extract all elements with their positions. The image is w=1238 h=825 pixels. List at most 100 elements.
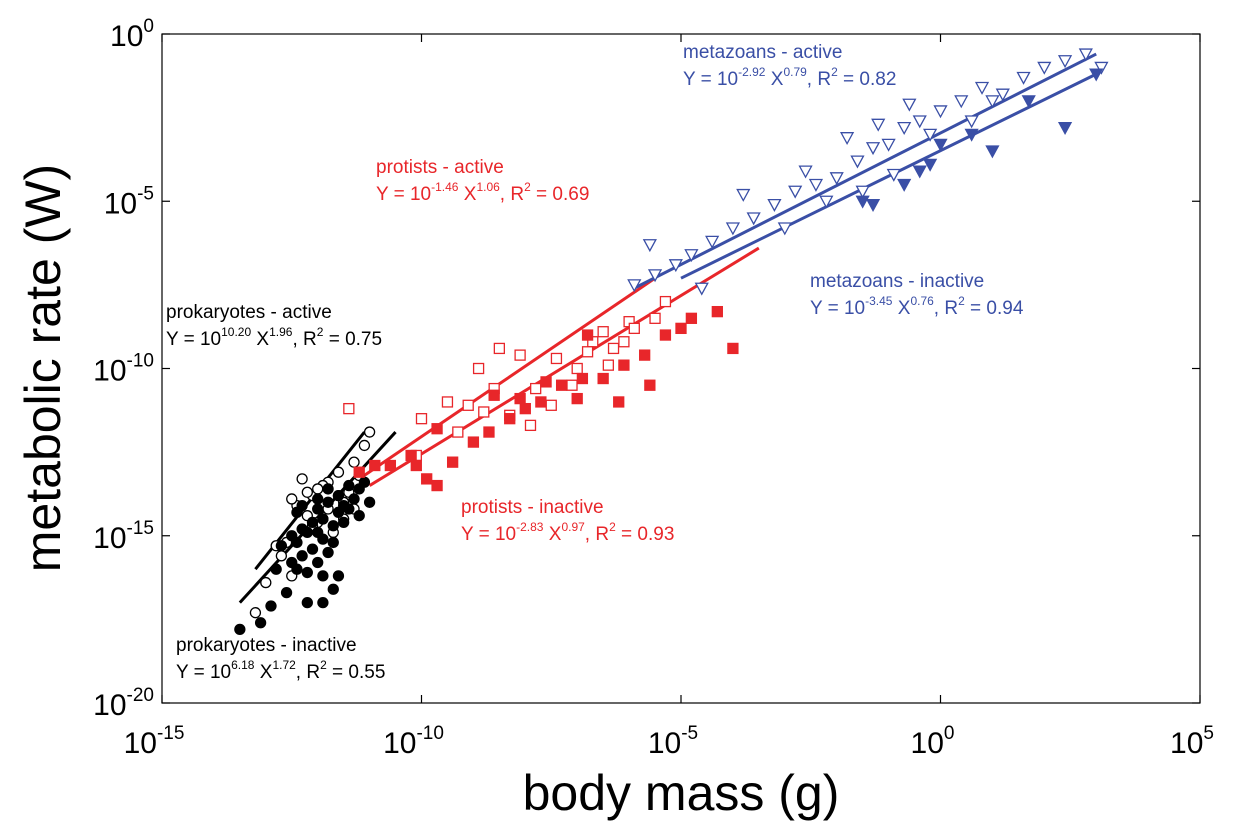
exponent: 5	[1203, 723, 1214, 744]
point-metazoans-inactive	[865, 198, 881, 212]
text-run: 10	[911, 727, 944, 760]
exponent: 0.97	[561, 520, 585, 534]
point-protists-inactive	[597, 372, 609, 385]
exponent: -3.45	[865, 294, 893, 308]
axis-ticks: 10-15 10-10 10-5 100 10510010-510-1010-1510-…	[93, 16, 1214, 760]
point-prokaryotes-inactive	[317, 597, 329, 609]
point-prokaryotes-inactive	[327, 583, 339, 595]
point-prokaryotes-inactive	[296, 499, 308, 512]
exponent: 0	[143, 16, 154, 37]
text-run: 10	[124, 727, 157, 760]
annotation-equation: Y = 10-3.45 X0.76, R2 = 0.94	[810, 294, 1024, 319]
point-protists-active	[472, 362, 485, 375]
point-prokaryotes-inactive	[301, 526, 313, 539]
point-metazoans-inactive	[1089, 68, 1104, 82]
point-metazoans-active	[627, 279, 642, 293]
text-run: = 0.93	[616, 524, 675, 545]
point-metazoans-active	[788, 185, 803, 199]
point-metazoans-active	[808, 178, 824, 192]
point-protists-inactive	[613, 396, 625, 408]
point-metazoans-inactive	[1057, 122, 1073, 136]
exponent: 2	[831, 65, 838, 79]
point-prokaryotes-inactive	[270, 563, 282, 575]
point-metazoans-active	[642, 239, 657, 253]
point-metazoans-inactive	[923, 158, 938, 172]
point-protists-active	[571, 362, 583, 375]
y-tick-label: 10-15	[93, 518, 154, 555]
point-metazoans-inactive	[964, 128, 979, 142]
point-metazoans-inactive	[1021, 95, 1036, 109]
point-protists-inactive	[535, 396, 547, 408]
x-tick-label: 105	[1170, 723, 1214, 760]
point-metazoans-active	[1078, 48, 1093, 62]
exponent: 6.18	[231, 658, 255, 672]
exponent: -1.46	[431, 180, 459, 194]
y-tick-label: 10-5	[104, 183, 154, 220]
point-protists-inactive	[519, 402, 531, 415]
point-protists-inactive	[555, 379, 568, 391]
text-run: , R	[500, 184, 524, 205]
y-tick-label: 10-10	[93, 351, 154, 388]
point-metazoans-active	[819, 195, 834, 209]
point-metazoans-active	[964, 115, 979, 129]
point-prokaryotes-inactive	[363, 496, 376, 508]
point-protists-active	[581, 346, 594, 358]
point-prokaryotes-inactive	[301, 597, 313, 609]
point-prokaryotes-inactive	[322, 546, 334, 559]
text-run: Y = 10	[461, 524, 516, 545]
point-protists-active	[628, 322, 640, 335]
point-protists-active	[530, 382, 542, 395]
point-metazoans-active	[798, 165, 813, 179]
point-prokaryotes-inactive	[317, 570, 329, 582]
exponent: 1.06	[476, 180, 500, 194]
point-protists-inactive	[644, 379, 656, 391]
point-metazoans-active	[897, 122, 912, 136]
text-run: = 0.55	[327, 662, 386, 683]
text-run: = 0.69	[531, 184, 590, 205]
text-run: , R	[807, 69, 831, 90]
point-metazoans-active	[1057, 55, 1073, 69]
point-metazoans-active	[694, 282, 709, 296]
fit-line-protists-active	[358, 276, 656, 481]
point-prokaryotes-inactive	[343, 503, 355, 515]
point-prokaryotes-active	[260, 576, 272, 589]
point-metazoans-active	[954, 95, 969, 109]
exponent: 0.76	[910, 294, 934, 308]
point-protists-inactive	[384, 459, 397, 472]
point-protists-inactive	[488, 389, 500, 401]
annotation-label: protists - inactive	[461, 497, 604, 518]
point-protists-active	[545, 399, 557, 411]
exponent: 2	[320, 658, 327, 672]
point-protists-active	[441, 396, 454, 408]
point-prokaryotes-inactive	[332, 489, 345, 502]
point-metazoans-inactive	[912, 165, 927, 179]
point-prokaryotes-inactive	[265, 600, 277, 612]
point-protists-inactive	[353, 466, 365, 478]
point-metazoans-active	[865, 142, 881, 156]
annotation-equation: Y = 10-1.46 X1.06, R2 = 0.69	[376, 180, 589, 205]
point-protists-inactive	[369, 459, 381, 472]
point-protists-inactive	[431, 423, 443, 435]
point-protists-inactive	[659, 329, 672, 341]
point-protists-active	[462, 399, 474, 411]
annotation-label: prokaryotes - active	[166, 302, 332, 323]
point-prokaryotes-inactive	[317, 513, 329, 525]
point-metazoans-active	[767, 198, 782, 212]
text-run: metazoans - active	[683, 42, 842, 63]
exponent: -5	[137, 183, 154, 204]
point-protists-active	[597, 326, 609, 338]
point-prokaryotes-inactive	[322, 496, 334, 508]
point-metazoans-active	[736, 188, 751, 202]
point-prokaryotes-inactive	[286, 530, 298, 542]
point-protists-inactive	[571, 392, 583, 405]
annotation-equation: Y = 10-2.92 X0.79, R2 = 0.82	[683, 65, 896, 90]
x-tick-label: 10-15	[124, 723, 185, 760]
point-prokaryotes-active	[363, 426, 376, 438]
exponent: 10.20	[221, 325, 251, 339]
point-prokaryotes-inactive	[254, 617, 267, 629]
point-metazoans-active	[1037, 61, 1052, 75]
point-protists-active	[602, 359, 614, 371]
